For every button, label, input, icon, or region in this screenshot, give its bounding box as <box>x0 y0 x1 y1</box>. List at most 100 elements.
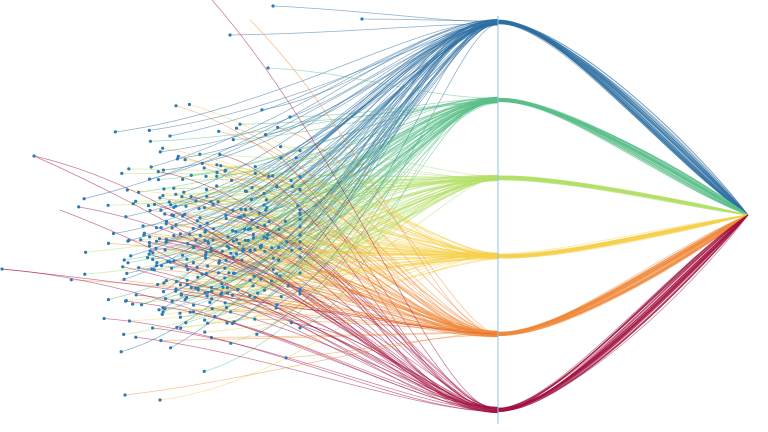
leaf-node-dot <box>218 152 222 157</box>
leaf-node-dot <box>225 244 229 248</box>
leaf-node-dot <box>263 249 267 253</box>
leaf-link <box>299 252 499 295</box>
leaf-node-dot <box>211 238 215 242</box>
leaf-link <box>207 291 499 412</box>
leaf-node-dot <box>271 256 275 260</box>
leaf-node-dot <box>275 303 279 307</box>
leaf-node-dot <box>231 255 235 259</box>
leaf-link <box>299 176 499 211</box>
leaf-node-dot <box>179 326 183 330</box>
leaf-node-dot <box>189 173 193 177</box>
leaf-link <box>1 268 499 412</box>
leaf-node-dot <box>148 235 152 239</box>
leaf-node-dot <box>152 268 156 272</box>
leaf-link <box>213 177 499 205</box>
leaf-node-dot <box>158 398 162 402</box>
bundle-link <box>497 214 749 258</box>
leaf-link <box>181 293 499 410</box>
leaf-node-dot <box>275 184 279 189</box>
leaf-node-dot <box>231 229 235 233</box>
leaf-node-dot <box>298 292 302 296</box>
leaf-node-dot <box>77 205 81 209</box>
leaf-link <box>229 23 499 36</box>
leaf-node-dot <box>69 278 73 282</box>
leaf-link <box>245 102 499 241</box>
leaf-node-dot <box>146 204 150 208</box>
leaf-link <box>291 322 499 413</box>
leaf-node-dot <box>202 369 206 373</box>
leaf-node-dot <box>243 238 247 242</box>
leaf-node-dot <box>178 232 182 236</box>
leaf-node-dot <box>200 161 204 165</box>
leaf-node-dot <box>198 233 202 238</box>
leaf-node-dot <box>0 267 4 271</box>
bundle-link <box>497 214 749 411</box>
leaf-node-dot <box>298 149 302 153</box>
bundle-link <box>497 21 749 216</box>
leaf-node-dot <box>163 248 167 252</box>
leaf-node-dot <box>283 219 287 223</box>
leaf-node-dot <box>198 216 202 220</box>
leaf-node-dot <box>159 226 163 230</box>
leaf-node-dot <box>238 122 242 126</box>
leaf-node-dot <box>148 249 152 253</box>
leaf-link <box>150 100 499 142</box>
leaf-node-dot <box>205 194 209 198</box>
leaf-node-dot <box>235 238 239 242</box>
stray-link <box>211 0 499 411</box>
leaf-link <box>249 295 499 332</box>
leaf-link <box>171 20 499 269</box>
leaf-link <box>160 227 499 335</box>
leaf-link <box>277 127 499 334</box>
leaf-node-dot <box>170 299 174 303</box>
leaf-node-dot <box>205 221 209 225</box>
leaf-node-dot <box>166 260 170 264</box>
leaf-node-dot <box>248 248 252 252</box>
leaf-node-dot <box>170 266 174 270</box>
leaf-node-dot <box>298 233 302 237</box>
leaf-node-dot <box>157 308 161 312</box>
leaf-node-dot <box>155 261 159 265</box>
leaf-node-dot <box>182 190 186 194</box>
leaf-node-dot <box>106 203 110 207</box>
leaf-node-dot <box>172 205 176 209</box>
leaf-node-dot <box>225 291 229 295</box>
leaf-node-dot <box>124 299 128 303</box>
leaf-node-dot <box>178 283 182 287</box>
leaf-node-dot <box>188 232 192 236</box>
leaf-node-dot <box>185 283 189 287</box>
leaf-node-dot <box>220 282 224 286</box>
leaf-node-dot <box>121 265 125 269</box>
leaf-node-dot <box>142 231 146 235</box>
leaf-node-dot <box>174 223 178 227</box>
leaf-node-dot <box>230 178 234 182</box>
leaf-node-dot <box>264 198 268 202</box>
leaf-node-dot <box>32 154 36 158</box>
leaf-node-dot <box>191 226 195 231</box>
leaf-node-dot <box>298 255 302 259</box>
leaf-node-dot <box>164 222 168 226</box>
leaf-node-dot <box>125 188 129 192</box>
leaf-node-dot <box>113 130 117 134</box>
leaf-node-dot <box>232 320 236 324</box>
leaf-node-dot <box>191 261 195 265</box>
bundle-link <box>497 214 749 335</box>
leaf-node-dot <box>224 306 229 310</box>
leaf-node-dot <box>211 202 215 206</box>
leaf-link <box>163 19 499 292</box>
leaf-node-dot <box>178 315 182 319</box>
leaf-node-dot <box>195 219 199 223</box>
stray-link <box>33 155 499 411</box>
leaf-node-dot <box>174 279 179 284</box>
bundle-link <box>497 214 749 410</box>
leaf-node-dot <box>298 208 302 212</box>
leaf-node-dot <box>215 170 219 175</box>
leaf-node-dot <box>237 215 241 219</box>
leaf-node-dot <box>231 138 235 142</box>
leaf-node-dot <box>288 115 292 119</box>
leaf-node-dot <box>174 289 178 293</box>
leaf-node-dot <box>231 239 235 243</box>
leaf-node-dot <box>204 253 208 257</box>
leaf-node-dot <box>262 235 266 239</box>
bundle-link <box>497 23 749 216</box>
